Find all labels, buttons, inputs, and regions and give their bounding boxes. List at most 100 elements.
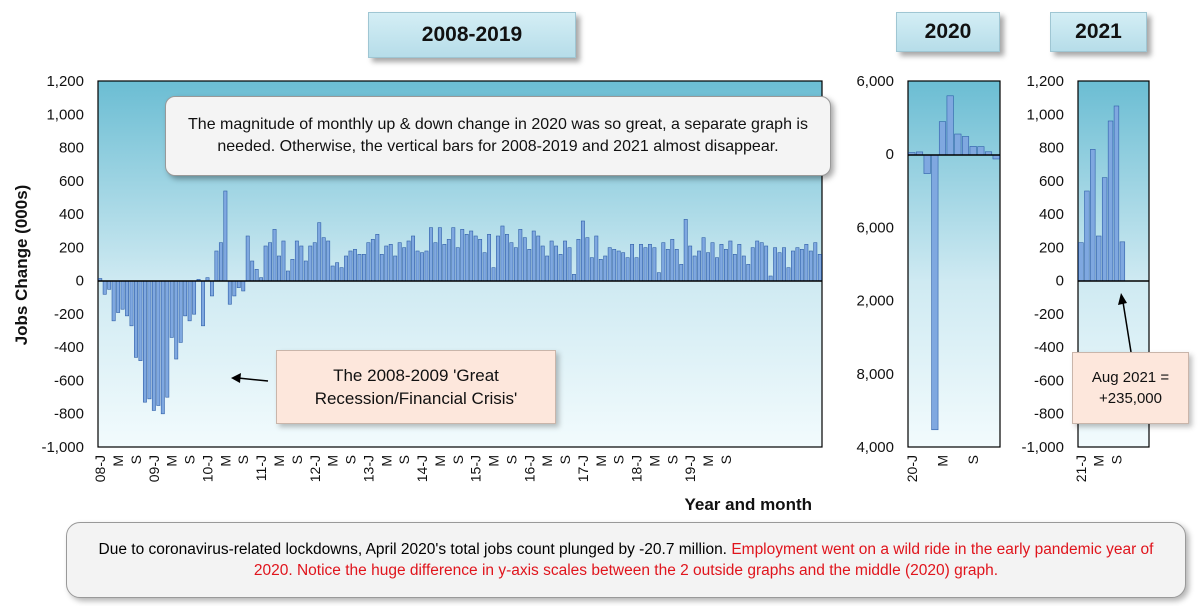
bar (406, 240, 411, 282)
y-tick-label: -1,000 (41, 439, 84, 456)
bar (603, 255, 608, 282)
y-tick-label: 6,000 (856, 219, 894, 236)
bar (804, 244, 809, 282)
scale-explanation-callout: The magnitude of monthly up & down chang… (165, 96, 831, 176)
bar (585, 237, 590, 282)
bar (777, 252, 782, 282)
x-tick-label: S (611, 455, 627, 464)
bar (594, 235, 599, 282)
bar (706, 252, 710, 282)
bar (424, 250, 429, 282)
bar (411, 235, 416, 282)
bar (415, 250, 420, 282)
bar (674, 249, 679, 282)
bar (107, 280, 112, 290)
x-tick-label: 13-J (360, 455, 376, 482)
footer-black-text: Due to coronavirus-related lockdowns, Ap… (98, 541, 727, 558)
bar (652, 247, 657, 282)
x-tick-label: S (289, 455, 305, 464)
bar (817, 254, 822, 282)
bar (518, 229, 523, 282)
bar (531, 230, 536, 282)
bar (688, 245, 693, 282)
header-2021: 2021 (1050, 12, 1147, 52)
x-tick-label: M (539, 455, 555, 467)
bar (795, 247, 800, 282)
bar (580, 220, 585, 282)
y-axis-label: Jobs Change (000s) (12, 185, 31, 346)
bar (513, 247, 518, 282)
bar (750, 247, 755, 282)
bar (558, 254, 563, 282)
bar (138, 280, 143, 361)
x-tick-label: S (664, 455, 680, 464)
bar (429, 227, 433, 282)
bar (469, 230, 474, 282)
y-tick-label: 800 (59, 140, 84, 157)
bar (263, 245, 268, 282)
bar (540, 245, 545, 282)
bar (496, 235, 500, 282)
bar (111, 280, 116, 322)
bar (634, 257, 639, 282)
bar (572, 274, 576, 282)
bar (969, 146, 977, 156)
x-tick-label: M (217, 455, 233, 467)
bar (545, 255, 550, 282)
bar (931, 154, 939, 431)
bar (616, 250, 621, 282)
bar (254, 269, 259, 282)
y-tick-label: 0 (76, 273, 84, 290)
bar (442, 244, 447, 282)
bar (321, 237, 326, 282)
y-tick-label: 6,000 (856, 73, 894, 90)
bar (223, 190, 228, 282)
y-tick-label: -1,000 (1021, 439, 1064, 456)
bar (1113, 105, 1120, 282)
bar (737, 244, 742, 282)
bar (567, 247, 572, 282)
y-tick-label: -600 (54, 372, 84, 389)
bar (527, 249, 532, 282)
x-tick-label: S (396, 455, 412, 464)
bar (272, 229, 277, 282)
bar (773, 247, 778, 282)
x-tick-label: M (378, 455, 394, 467)
bar (1107, 120, 1114, 282)
bar (522, 237, 527, 282)
y-tick-label: -200 (54, 306, 84, 323)
x-tick-label: 12-J (307, 455, 323, 482)
bar (160, 280, 165, 415)
bar (348, 250, 353, 282)
bar (397, 242, 402, 282)
x-tick-label: 15-J (468, 455, 484, 482)
bar (326, 240, 331, 282)
recession-arrow (237, 377, 269, 382)
bar (764, 245, 769, 282)
bar (384, 245, 389, 282)
y-tick-label: 400 (1039, 206, 1064, 223)
bar (361, 254, 366, 282)
bar (732, 254, 737, 282)
bar (554, 245, 559, 282)
x-tick-label: M (110, 455, 126, 467)
bar (125, 280, 129, 317)
bar (1119, 241, 1126, 282)
bar (245, 235, 250, 282)
bar (679, 264, 684, 282)
bar (201, 280, 205, 327)
y-tick-label: 200 (1039, 239, 1064, 256)
x-tick-label: 18-J (629, 455, 645, 482)
x-tick-label: 09-J (146, 455, 162, 482)
bar (639, 244, 643, 282)
x-tick-label: M (325, 455, 341, 467)
bar (759, 242, 764, 282)
plot-area (907, 80, 1001, 448)
x-tick-label: M (164, 455, 180, 467)
bar (156, 280, 161, 406)
x-tick-label: M (486, 455, 502, 467)
bar (938, 121, 947, 156)
bar (482, 252, 487, 282)
bar (285, 270, 290, 282)
bar (683, 219, 688, 282)
